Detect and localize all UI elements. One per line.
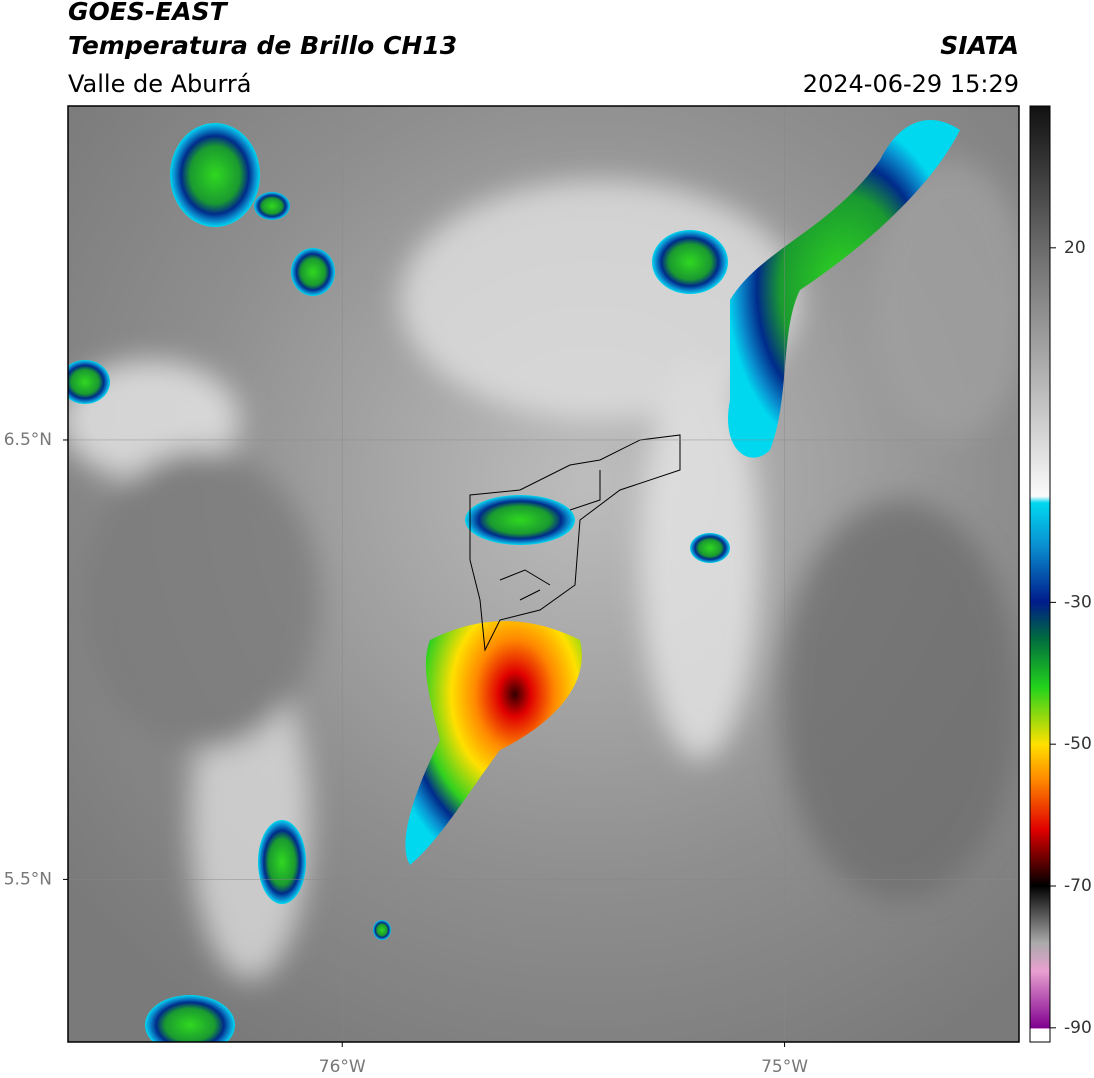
datetime: 2024-06-29 15:29 xyxy=(803,70,1019,98)
graticule xyxy=(68,106,1019,1042)
colorbar-tick-label: -70 xyxy=(1064,876,1092,896)
subtitle: Temperatura de Brillo CH13 xyxy=(68,31,457,60)
colorbar-tick-label: -90 xyxy=(1064,1018,1092,1038)
x-tick-label: 75°W xyxy=(761,1057,808,1077)
colorbar-tick-label: -50 xyxy=(1064,734,1092,754)
colorbar xyxy=(1029,105,1051,1043)
x-tick-label: 76°W xyxy=(319,1057,366,1077)
colorbar-tick-label: 20 xyxy=(1064,238,1086,258)
satellite-image xyxy=(68,106,1019,1042)
title: GOES-EAST xyxy=(68,0,229,26)
y-tick-label: 6.5°N xyxy=(4,430,52,450)
source: SIATA xyxy=(940,31,1019,60)
y-tick-label: 5.5°N xyxy=(4,869,52,889)
region: Valle de Aburrá xyxy=(68,70,252,98)
map-frame xyxy=(67,105,1020,1043)
colorbar-tick-label: -30 xyxy=(1064,592,1092,612)
